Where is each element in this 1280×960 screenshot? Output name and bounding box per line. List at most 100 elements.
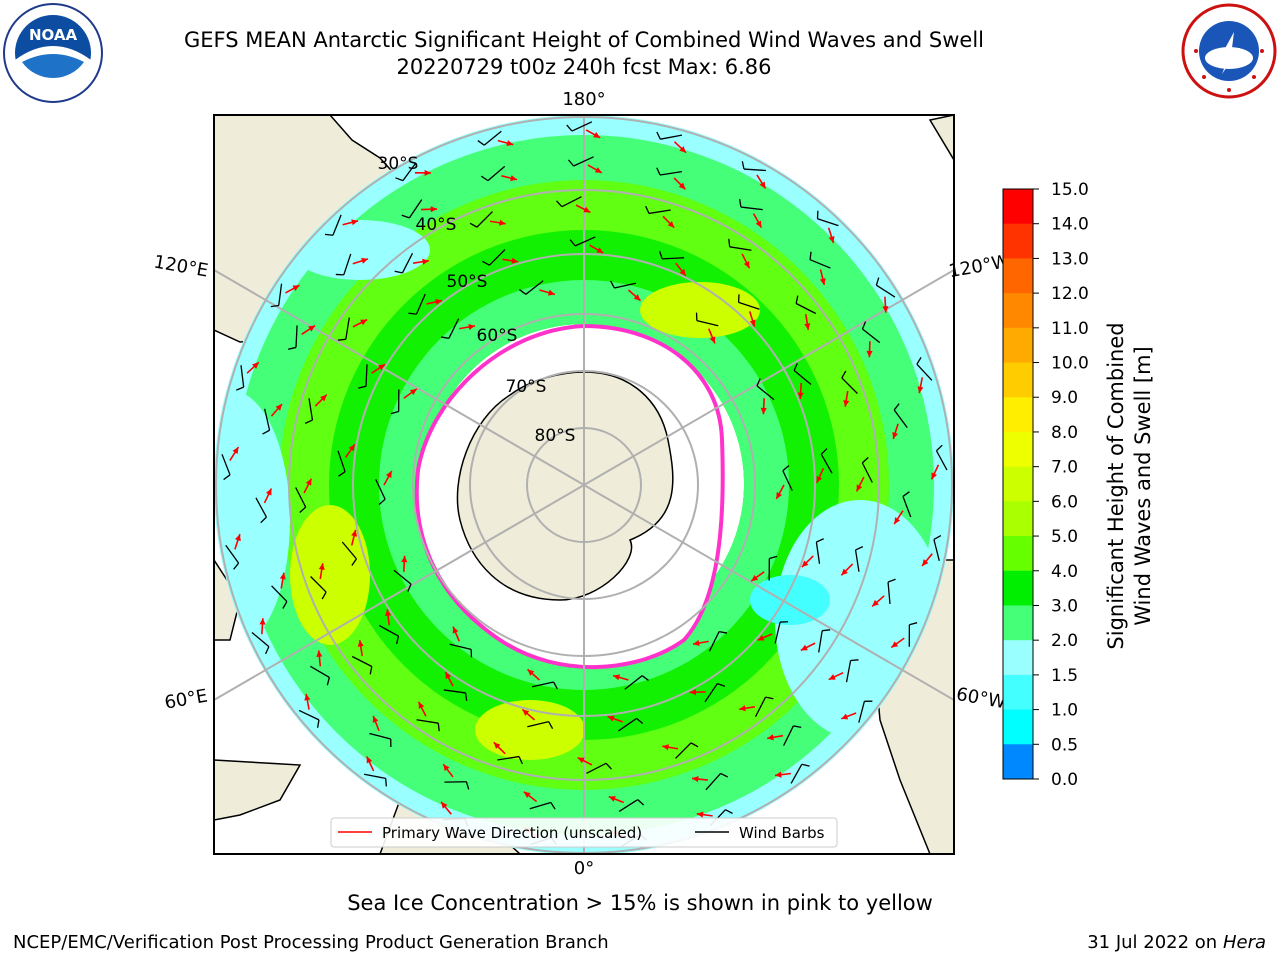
colorbar-swatch <box>1003 189 1033 225</box>
wind-barb-flag <box>299 506 307 514</box>
wind-barb-flag <box>717 683 726 687</box>
national-weather-service-logo <box>1181 3 1277 99</box>
colorbar-swatch <box>1003 397 1033 433</box>
wind-barb-flag <box>569 239 576 247</box>
wind-barb-flag <box>656 167 661 176</box>
colorbar-tick-label: 10.0 <box>1051 354 1089 374</box>
wind-barb-flag <box>326 677 330 686</box>
wave-arrow-head <box>422 258 429 265</box>
wind-barb-flag <box>566 124 573 132</box>
wind-barb-staff <box>351 655 373 668</box>
colorbar-swatch <box>1003 605 1033 641</box>
wind-barb-staff <box>310 576 327 593</box>
colorbar-tick-label: 14.0 <box>1051 215 1089 235</box>
wind-barb-flag <box>690 742 699 748</box>
wind-barb-flag <box>407 583 412 592</box>
wind-barb-staff <box>332 214 342 236</box>
wind-barb-flag <box>893 403 900 411</box>
colorbar-tick-label: 5.0 <box>1051 527 1078 547</box>
wave-arrow-head <box>797 392 804 399</box>
wave-arrow-head <box>662 744 669 751</box>
wind-barb-flag <box>548 721 554 729</box>
map-frame <box>213 114 955 855</box>
wind-barbs <box>221 121 948 847</box>
wind-barb-flag <box>401 214 410 219</box>
wind-barb-flag <box>809 251 812 260</box>
wind-barb-flag <box>782 465 790 472</box>
wave-arrow-head <box>430 206 438 213</box>
colorbar-tick-label: 2.0 <box>1051 631 1078 651</box>
wind-barb-flag <box>645 205 650 214</box>
wind-barb-flag <box>909 622 918 626</box>
lon-label-60e: 60°E <box>163 685 209 713</box>
wave-arrow-head <box>265 488 272 496</box>
colorbar-tick-label: 0.5 <box>1051 735 1078 755</box>
footer-date-text: 31 Jul 2022 on <box>1087 932 1223 953</box>
wave-arrow-head <box>679 146 687 153</box>
wind-barb-flag <box>728 238 731 247</box>
wind-barb-flag <box>861 321 867 330</box>
wind-barb-flag <box>519 289 527 295</box>
wind-barb-flag <box>550 802 556 810</box>
wind-barb-flag <box>822 629 831 632</box>
wave-arrow-head <box>235 534 241 542</box>
wave-arrow-head <box>667 221 675 228</box>
antarctica-land <box>456 371 674 601</box>
wind-barb-flag <box>720 772 729 778</box>
colorbar-swatch <box>1003 501 1033 537</box>
colorbar-tick-label: 1.0 <box>1051 701 1078 721</box>
wave-arrow-head <box>527 669 535 676</box>
wind-barb-flag <box>659 251 663 260</box>
wave-arrow-head <box>522 709 530 716</box>
wind-barb-staff <box>729 246 752 251</box>
wind-barb-staff <box>783 725 794 746</box>
wind-barb-flag <box>390 410 399 415</box>
wind-barb-flag <box>816 538 824 543</box>
wave-arrow-head <box>360 319 368 326</box>
wind-barb-staff <box>378 624 399 637</box>
wind-barb-staff <box>704 683 718 703</box>
wind-barb-flag <box>440 336 450 340</box>
wind-barb-flag <box>718 630 728 634</box>
wind-barb-staff <box>369 732 391 740</box>
wave-arrow-head <box>819 278 826 285</box>
wave-arrow-head <box>357 640 364 647</box>
wind-barb-flag <box>394 270 403 274</box>
wind-barb-staff <box>449 643 472 650</box>
wave-arrow-head <box>856 484 863 492</box>
wave-arrow-head <box>678 182 686 190</box>
wind-barb-staff <box>295 487 307 508</box>
wind-barb-staff <box>487 165 506 182</box>
wave-arrow-head <box>776 492 783 500</box>
wind-barb-staff <box>571 121 593 132</box>
wind-barb-flag <box>264 646 270 655</box>
sea-ice-note: Sea Ice Concentration > 15% is shown in … <box>347 891 933 915</box>
wind-barb-staff <box>476 211 493 228</box>
wind-barb-flag <box>801 763 810 767</box>
wind-barb-staff <box>341 541 357 560</box>
wave-arrow-head <box>348 444 355 452</box>
wind-barb-staff <box>448 318 460 339</box>
legend-wave-label: Primary Wave Direction (unscaled) <box>382 824 642 842</box>
wind-barb-staff <box>618 799 639 812</box>
wave-arrow-head <box>828 236 835 243</box>
wave-arrow-head <box>613 674 621 681</box>
wave-arrow-head <box>804 323 811 330</box>
wind-barb-staff <box>255 497 268 518</box>
colorbar-swatch <box>1003 327 1033 364</box>
wave-arrow-head <box>577 757 585 764</box>
wind-barb-flag <box>725 809 733 814</box>
wind-barb-staff <box>820 453 833 474</box>
wind-barb-staff <box>529 801 552 810</box>
wave-arrow-head <box>757 634 765 641</box>
wind-barb-flag <box>369 666 373 675</box>
wind-barb-flag <box>518 756 523 765</box>
wind-barb-flag <box>288 346 297 350</box>
wind-barb-staff <box>402 162 417 182</box>
wind-barb-staff <box>887 582 891 605</box>
wind-barb-flag <box>610 280 615 289</box>
noaa-logo-text: NOAA <box>29 26 78 44</box>
wave-arrow-head <box>510 175 517 182</box>
wind-barb-staff <box>705 773 722 791</box>
lat-label-60s: 60°S <box>477 326 518 346</box>
